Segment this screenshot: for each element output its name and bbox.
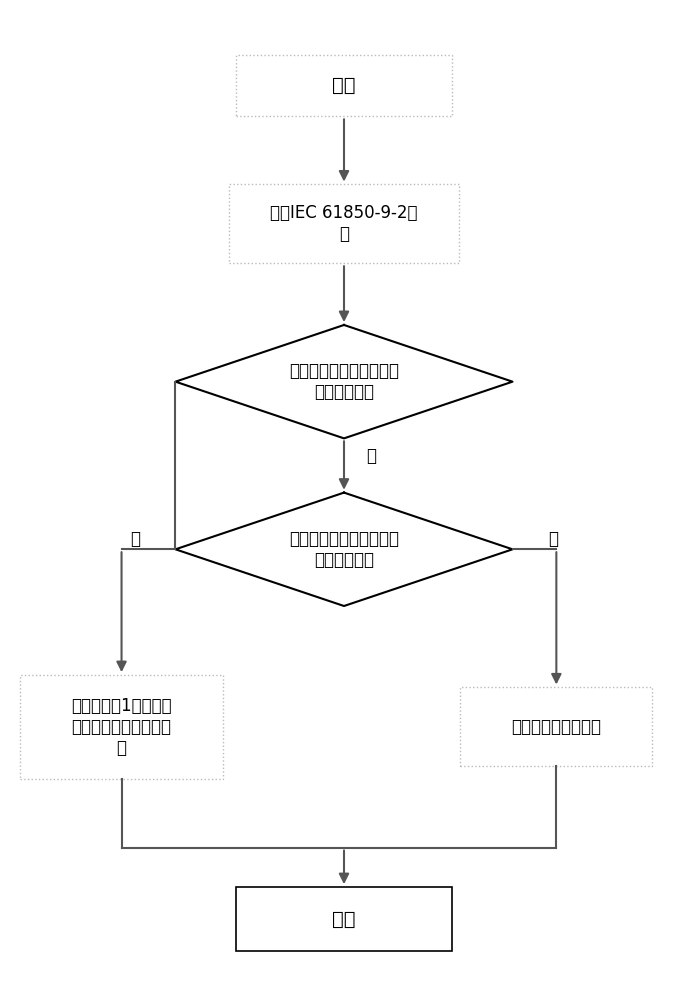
Text: 否: 否 <box>366 447 376 465</box>
Text: 通过三点监测法判别是否
存在风暴报文: 通过三点监测法判别是否 存在风暴报文 <box>289 530 399 569</box>
Polygon shape <box>175 325 513 438</box>
Polygon shape <box>175 493 513 606</box>
Text: 开始: 开始 <box>332 76 356 95</box>
Text: 进行正常重采样流程: 进行正常重采样流程 <box>511 718 601 736</box>
Text: 通过二点监测法判别是否
存在风暴报文: 通过二点监测法判别是否 存在风暴报文 <box>289 362 399 401</box>
Text: 否: 否 <box>548 530 558 548</box>
Text: 结束: 结束 <box>332 910 356 929</box>
Bar <box>236 887 452 951</box>
Text: 是: 是 <box>130 530 140 548</box>
Bar <box>236 55 452 116</box>
Bar <box>460 687 652 766</box>
Bar <box>21 675 223 779</box>
Text: 风暴标志置1，输出缓
存报文通道品质置为无
效: 风暴标志置1，输出缓 存报文通道品质置为无 效 <box>72 697 172 757</box>
Bar <box>229 184 459 263</box>
Text: 解析IEC 61850-9-2报
文: 解析IEC 61850-9-2报 文 <box>270 204 418 243</box>
